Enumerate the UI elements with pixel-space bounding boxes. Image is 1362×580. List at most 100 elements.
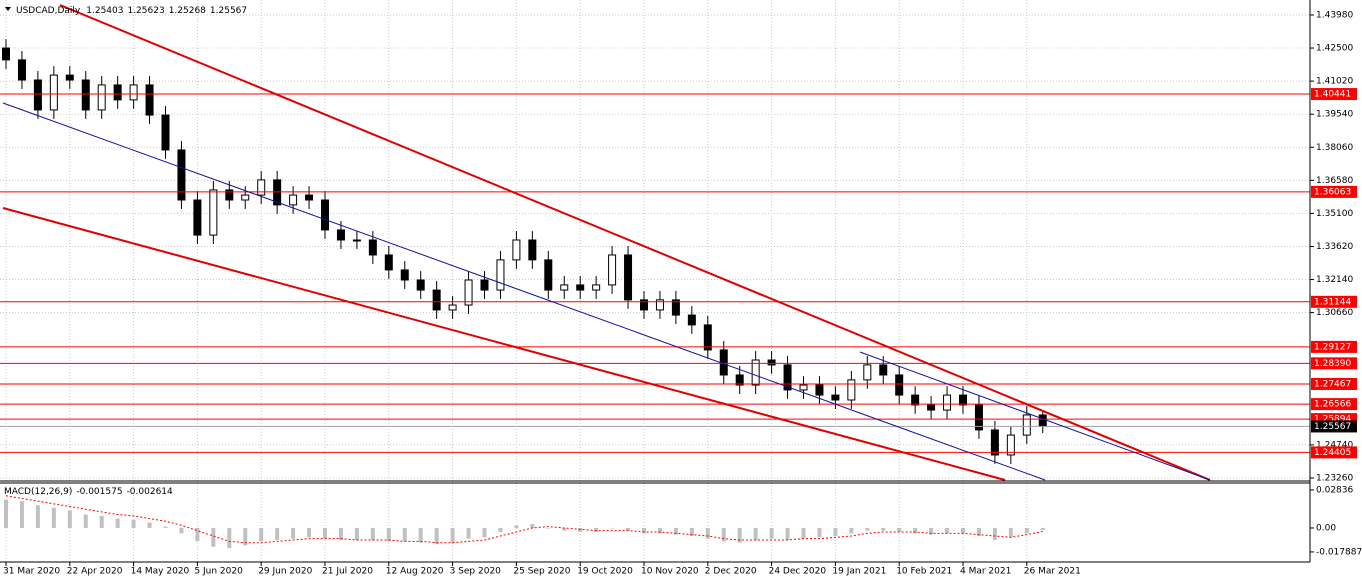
macd-bar bbox=[865, 527, 870, 531]
macd-bar bbox=[530, 523, 535, 528]
macd-bar bbox=[785, 527, 790, 541]
y-tick-label: 1.41020 bbox=[1316, 77, 1353, 87]
candle-body bbox=[352, 239, 361, 242]
candle-body bbox=[400, 269, 409, 281]
macd-bar bbox=[354, 527, 359, 541]
candle-body bbox=[847, 379, 856, 401]
level-label: 1.24405 bbox=[1314, 448, 1351, 458]
level-label: 1.25894 bbox=[1314, 415, 1351, 425]
macd-bar bbox=[673, 527, 678, 535]
macd-bar bbox=[961, 527, 965, 534]
macd-bar bbox=[259, 527, 264, 542]
macd-bar bbox=[992, 527, 997, 541]
x-tick-label: 19 Oct 2020 bbox=[577, 567, 633, 577]
x-tick-label: 10 Nov 2020 bbox=[641, 567, 699, 577]
candle-body bbox=[863, 364, 872, 381]
x-tick-label: 25 Sep 2020 bbox=[513, 567, 570, 577]
marks-layer bbox=[0, 39, 1310, 549]
candle-body bbox=[783, 364, 792, 391]
candle-body bbox=[943, 394, 952, 411]
candle-body bbox=[368, 239, 377, 256]
x-tick-label: 22 Apr 2020 bbox=[67, 567, 123, 577]
candle-body bbox=[161, 114, 170, 151]
macd-bar bbox=[721, 527, 726, 542]
macd-bar bbox=[35, 505, 40, 528]
macd-bar bbox=[450, 527, 455, 543]
macd-bar bbox=[705, 527, 710, 539]
chart-title: USDCAD,Daily bbox=[16, 6, 81, 16]
macd-bar bbox=[897, 527, 902, 532]
last-price-box bbox=[1311, 420, 1357, 433]
last-price-label: 1.25567 bbox=[1314, 422, 1351, 432]
channel-inner bbox=[859, 351, 1211, 481]
macd-bar bbox=[338, 527, 343, 541]
macd-bar bbox=[4, 499, 8, 528]
candle-body bbox=[1006, 434, 1015, 456]
macd-bar bbox=[227, 527, 232, 549]
open-value: 1.25403 bbox=[86, 6, 123, 16]
candle-body bbox=[209, 189, 218, 236]
channel-upper bbox=[59, 4, 1211, 481]
candle-body bbox=[464, 279, 473, 306]
candle-body bbox=[671, 299, 680, 316]
menu-arrow[interactable] bbox=[5, 7, 11, 11]
signal-line bbox=[5, 495, 1043, 544]
y-tick-label: 1.36580 bbox=[1316, 176, 1353, 186]
y-tick-label: 0.02836 bbox=[1316, 485, 1353, 495]
y-tick-label: 1.43980 bbox=[1316, 10, 1353, 20]
macd-bar bbox=[817, 527, 822, 538]
candle-body bbox=[895, 374, 904, 396]
macd-value: -0.001575 bbox=[76, 487, 122, 497]
channel-middle bbox=[2, 102, 1046, 481]
candle-body bbox=[735, 374, 744, 386]
macd-title: MACD(12,26,9) bbox=[4, 487, 72, 497]
chart-header: USDCAD,Daily 1.25403 1.25623 1.25268 1.25567 bbox=[16, 6, 247, 16]
axis-layer: 1.43980 1.42500 1.41020 1.39540 1.38060 1.365… bbox=[3, 10, 1362, 576]
candle-body bbox=[1038, 414, 1047, 427]
candle-body bbox=[241, 194, 250, 201]
candle-body bbox=[496, 259, 505, 291]
macd-bar bbox=[514, 525, 519, 528]
x-tick-label: 14 May 2020 bbox=[131, 567, 190, 577]
macd-bar bbox=[881, 527, 886, 531]
macd-bar bbox=[562, 527, 567, 531]
candle-body bbox=[225, 189, 234, 201]
macd-bar bbox=[657, 527, 662, 534]
macd-bar bbox=[498, 527, 503, 532]
x-tick-label: 26 Mar 2021 bbox=[1024, 567, 1081, 577]
x-tick-label: 31 Mar 2020 bbox=[3, 567, 60, 577]
macd-bar bbox=[578, 527, 583, 532]
y-tick-label: 1.33620 bbox=[1316, 242, 1353, 252]
candle-body bbox=[480, 279, 489, 291]
x-tick-label: 29 Jun 2020 bbox=[258, 567, 312, 577]
macd-bar bbox=[753, 527, 758, 541]
x-tick-label: 4 Mar 2021 bbox=[960, 567, 1011, 577]
macd-bar bbox=[769, 527, 774, 539]
candle-body bbox=[289, 194, 298, 206]
candle-body bbox=[959, 394, 967, 406]
candle-body bbox=[624, 254, 633, 301]
y-tick-label: 1.38060 bbox=[1316, 143, 1353, 153]
macd-bar bbox=[147, 522, 152, 528]
macd-bar bbox=[195, 527, 200, 542]
level-label-box bbox=[1311, 398, 1357, 411]
candle-body bbox=[655, 299, 664, 311]
level-label: 1.36063 bbox=[1314, 187, 1351, 197]
high-value: 1.25623 bbox=[127, 6, 164, 16]
candle-body bbox=[831, 394, 840, 401]
candle-body bbox=[448, 304, 457, 311]
candle-body bbox=[911, 394, 920, 406]
candle-body bbox=[416, 279, 425, 291]
level-label-box bbox=[1311, 185, 1357, 198]
macd-bar bbox=[163, 526, 168, 528]
macd-bar bbox=[83, 514, 88, 528]
candle-body bbox=[1022, 414, 1031, 436]
y-tick-label: 1.35100 bbox=[1316, 209, 1353, 219]
candle-body bbox=[432, 289, 441, 311]
candle-body bbox=[145, 84, 154, 116]
macd-bar bbox=[1040, 527, 1045, 531]
macd-bar bbox=[976, 527, 981, 536]
x-tick-label: 2 Dec 2020 bbox=[705, 567, 757, 577]
y-tick-label: -0.017887 bbox=[1316, 547, 1362, 557]
macd-bar bbox=[929, 527, 934, 535]
